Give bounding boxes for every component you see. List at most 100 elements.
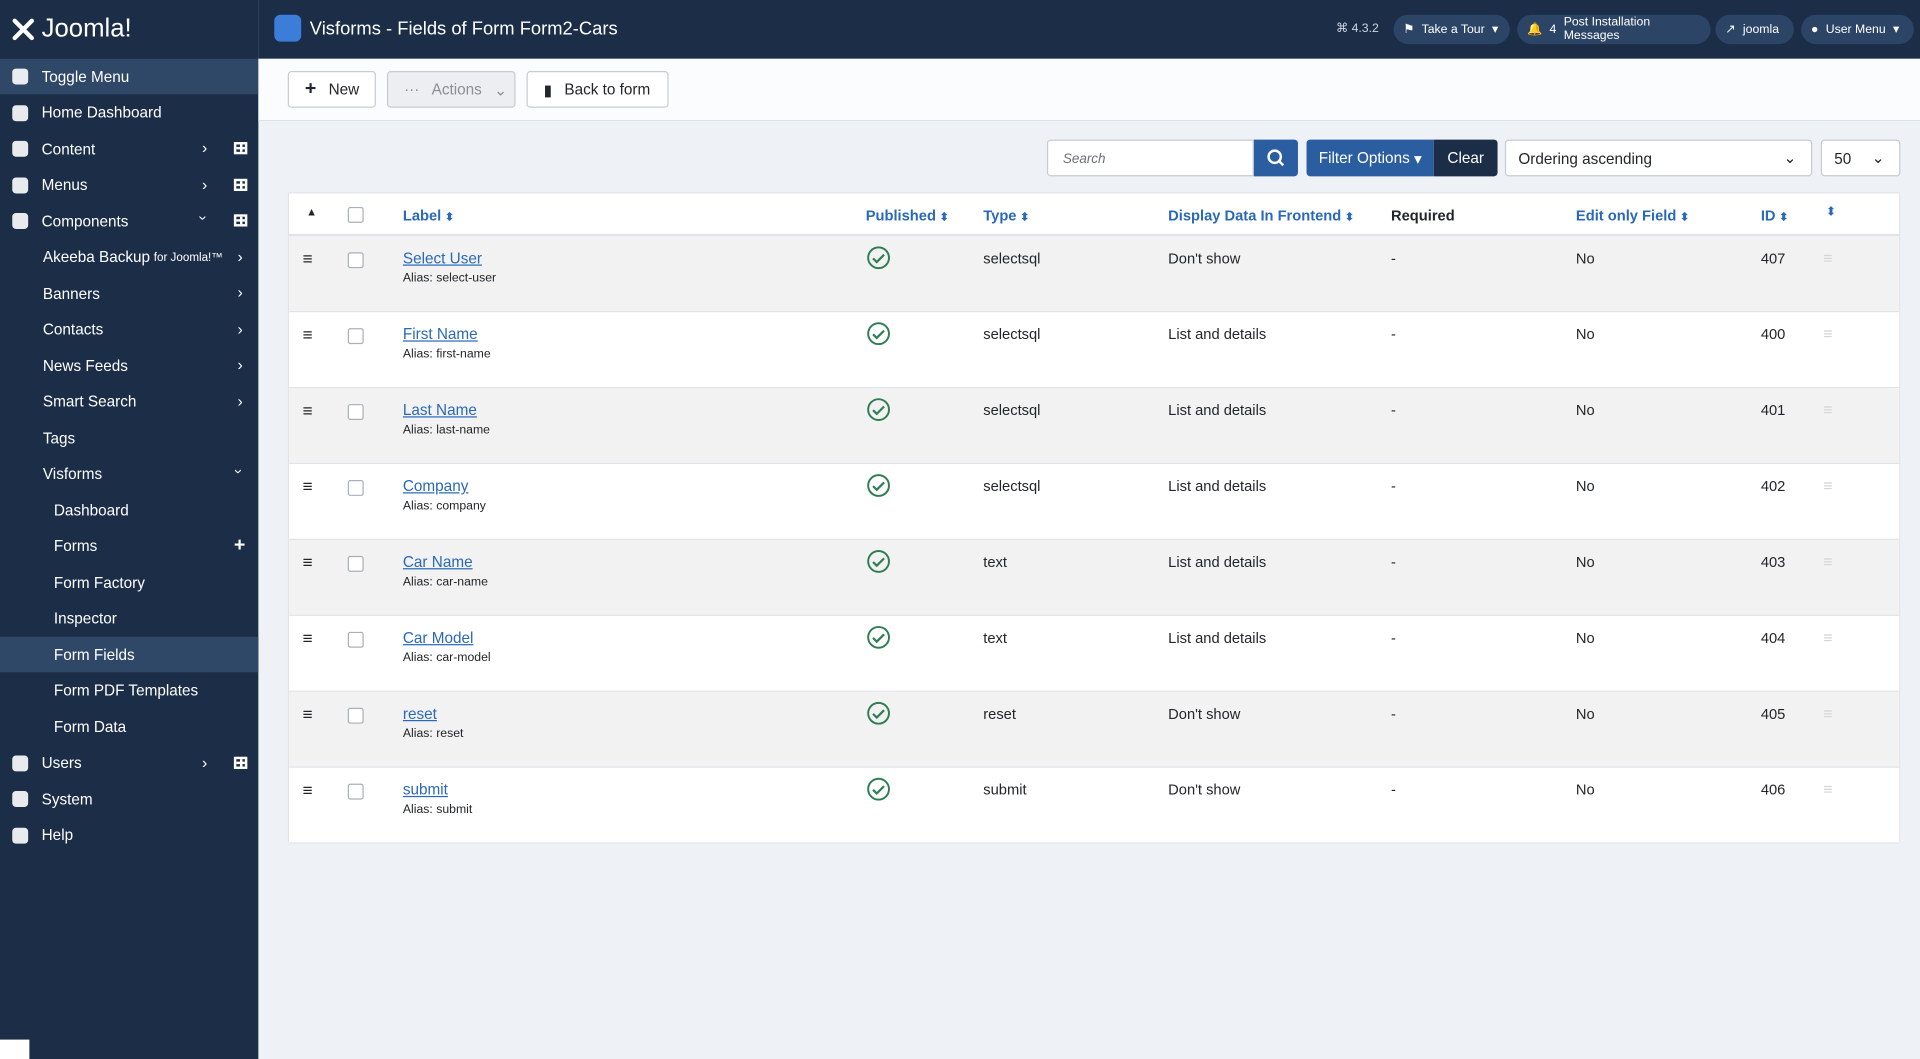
cell-type: reset [983, 705, 1016, 723]
cell-display: List and details [1168, 629, 1267, 647]
search-input[interactable]: Search [1046, 139, 1254, 177]
notifications-button[interactable]: 🔔 4 Post Installation Messages [1517, 14, 1711, 45]
sidebar-label: Banners [42, 284, 100, 302]
sidebar-item[interactable]: Home Dashboard [0, 95, 258, 131]
search-button[interactable] [1253, 139, 1298, 177]
sidebar-label: Dashboard [53, 501, 129, 519]
field-link[interactable]: Last Name [402, 401, 477, 419]
notifications-label: Post Installation Messages [1563, 15, 1651, 43]
column-header[interactable]: Type ⬍ [983, 207, 1029, 224]
checkbox[interactable] [347, 480, 364, 496]
sidebar-item[interactable]: Form Factory [0, 564, 258, 600]
sidebar-item[interactable]: Contacts › [0, 312, 258, 348]
column-header[interactable]: Display Data In Frontend ⬍ [1168, 207, 1354, 224]
column-header[interactable]: Published ⬍ [866, 207, 949, 224]
sidebar-item[interactable]: Menus › [0, 167, 258, 203]
cell-edit-only: No [1575, 629, 1595, 647]
checkbox[interactable] [347, 631, 364, 648]
table-row: ≡ Car Name Alias: car-name text List and det… [288, 540, 1900, 616]
sidebar-item[interactable]: Smart Search › [0, 384, 258, 420]
column-header[interactable]: ID ⬍ [1761, 207, 1789, 224]
published-icon[interactable] [867, 777, 890, 801]
sidebar-item[interactable]: Toggle Menu [0, 58, 259, 95]
field-link[interactable]: submit [402, 781, 448, 799]
published-icon[interactable] [867, 322, 890, 346]
field-link[interactable]: Car Model [402, 629, 474, 647]
drag-handle[interactable]: ≡ [302, 400, 313, 421]
field-alias: Alias: reset [402, 727, 464, 741]
chevron: › [237, 355, 243, 374]
sort-icon: ⬍ [939, 210, 949, 223]
new-button[interactable]: + New [287, 71, 376, 108]
user-button[interactable]: ● User Menu ▾ [1801, 14, 1914, 45]
drag-handle[interactable]: ≡ [302, 628, 313, 648]
published-icon[interactable] [867, 246, 890, 270]
column-header[interactable]: Label ⬍ [403, 207, 454, 224]
drag-handle[interactable]: ≡ [302, 324, 313, 345]
sidebar-item[interactable]: Tags [0, 420, 258, 456]
check [867, 701, 890, 725]
site-button[interactable]: ↗ joomla [1715, 14, 1794, 45]
sidebar-item[interactable]: Forms + [0, 528, 258, 564]
sidebar-item[interactable]: Help [0, 817, 258, 853]
sidebar-item[interactable]: Components › [0, 203, 258, 239]
column-header[interactable]: Edit only Field ⬍ [1576, 207, 1689, 224]
sidebar-item[interactable]: System [0, 781, 258, 817]
cell-display: List and details [1168, 553, 1267, 571]
published-icon[interactable] [867, 625, 890, 649]
sidebar-item[interactable]: Form PDF Templates [0, 673, 258, 709]
field-link[interactable]: First Name [402, 325, 478, 343]
tour-button[interactable]: ⚑ Take a Tour ▾ [1393, 14, 1510, 45]
table-row: ≡ Select User Alias: select-user selectsql D… [288, 236, 1900, 313]
checkbox[interactable] [347, 555, 364, 572]
order-handle: ≡ [1823, 324, 1833, 343]
drag-handle[interactable]: ≡ [302, 476, 313, 496]
field-link[interactable]: Company [402, 477, 469, 495]
sidebar-item[interactable]: Banners › [0, 276, 258, 312]
sidebar-item[interactable]: Form Data [0, 709, 258, 745]
checkbox[interactable] [347, 206, 364, 223]
sidebar-item[interactable]: Content › [0, 131, 258, 167]
drag-handle[interactable]: ≡ [302, 780, 313, 800]
page-title: Visforms - Fields of Form Form2-Cars [309, 18, 618, 40]
back-button[interactable]: ▮ Back to form [526, 71, 669, 108]
sidebar-item[interactable]: Visforms › [0, 456, 258, 492]
published-icon[interactable] [867, 550, 890, 573]
sidebar-item[interactable]: News Feeds › [0, 348, 258, 384]
sidebar-item[interactable]: Inspector [0, 601, 258, 637]
header-row [288, 193, 1900, 237]
check [867, 474, 890, 497]
checkbox[interactable] [347, 707, 364, 724]
filter-options-button[interactable]: Filter Options ▾ [1306, 139, 1434, 177]
checkbox[interactable] [347, 783, 364, 800]
field-link[interactable]: Select User [402, 249, 482, 267]
dashboard-icon [233, 756, 248, 769]
sidebar-item[interactable]: Akeeba Backup for Joomla!™ › [0, 239, 258, 275]
limit-select[interactable]: 50 ⌄ [1820, 139, 1901, 177]
published-icon[interactable] [867, 701, 890, 725]
checkbox[interactable] [347, 252, 364, 269]
sidebar-item[interactable]: Dashboard [0, 492, 258, 528]
sort-icon: ⬍ [444, 210, 455, 223]
check [867, 625, 890, 649]
sidebar-item[interactable]: Users › [0, 745, 258, 781]
clear-button[interactable]: Clear [1433, 139, 1498, 177]
order-handle: ≡ [1823, 552, 1833, 571]
field-link[interactable]: Car Name [402, 553, 473, 571]
cell-edit-only: No [1575, 781, 1595, 799]
actions-button[interactable]: ··· Actions ⌄ [386, 71, 516, 108]
checkbox[interactable] [347, 404, 364, 421]
sort-arrow: ▲ [306, 205, 318, 218]
field-link[interactable]: reset [402, 705, 437, 723]
sidebar-item[interactable]: Form Fields [0, 636, 259, 673]
ordering-select[interactable]: Ordering ascending ⌄ [1504, 139, 1813, 177]
checkbox[interactable] [347, 328, 364, 345]
drag-handle[interactable]: ≡ [302, 704, 313, 724]
published-icon[interactable] [867, 398, 890, 421]
cell-edit-only: No [1575, 249, 1595, 267]
drag-handle[interactable]: ≡ [302, 552, 313, 572]
table-row: ≡ Car Model Alias: car-model text List and d… [288, 615, 1900, 692]
published-icon[interactable] [867, 474, 890, 497]
drag-handle[interactable]: ≡ [302, 248, 313, 269]
